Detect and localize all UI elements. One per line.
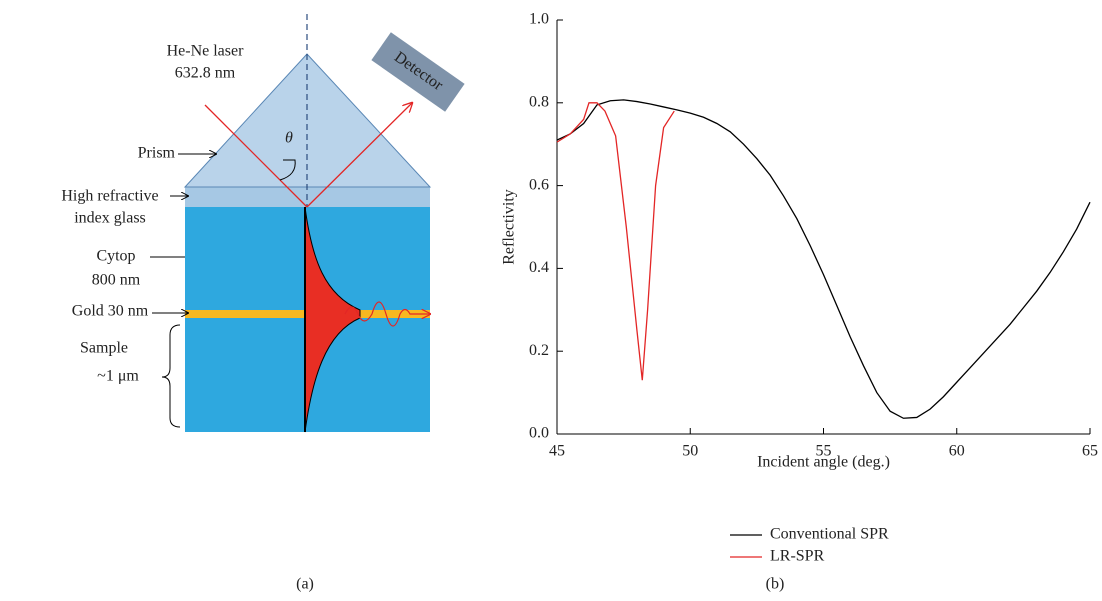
prism-label: Prism [138,145,176,162]
y-tick-label: 1.0 [529,11,549,28]
incident-beam [204,104,308,208]
laser-label: He-Ne laser [167,43,245,60]
surface-wave [344,301,430,327]
sample-label: Sample [80,340,128,357]
y-tick-label: 0.2 [529,342,549,359]
y-tick-label: 0.0 [529,425,549,442]
y-tick-label: 0.8 [529,93,549,110]
x-tick-label: 60 [949,443,965,460]
wavelength-label: 632.8 nm [175,65,236,82]
y-tick-label: 0.6 [529,176,549,193]
gold-label: Gold 30 nm [72,303,149,320]
x-tick-label: 65 [1082,443,1098,460]
sample-brace [161,324,181,428]
cytop-label: Cytop [96,248,135,265]
data-line [556,102,675,381]
x-tick-label: 50 [682,443,698,460]
legend-label: Conventional SPR [770,526,889,543]
x-tick-label: 45 [549,443,565,460]
caption: (b) [766,576,785,593]
angle-arc [279,159,296,181]
glass-label: High refractive [61,188,158,205]
y-tick-label: 0.4 [529,259,549,276]
diagram: θ Detector He-Ne laser 632.8 nm Prism Hi… [61,14,465,593]
reflected-beam [306,103,412,208]
sample-label: ~1 μm [97,368,139,385]
detector [371,32,465,112]
y-axis-label: Reflectivity [501,189,518,265]
x-axis-label: Incident angle (deg.) [757,454,890,471]
x-tick-label: 55 [816,443,832,460]
angle-label: θ [285,130,293,147]
caption: (a) [296,576,314,593]
glass-label: index glass [74,210,146,227]
data-line [556,99,1091,419]
legend-label: LR-SPR [770,548,825,565]
cytop-label: 800 nm [92,272,141,289]
